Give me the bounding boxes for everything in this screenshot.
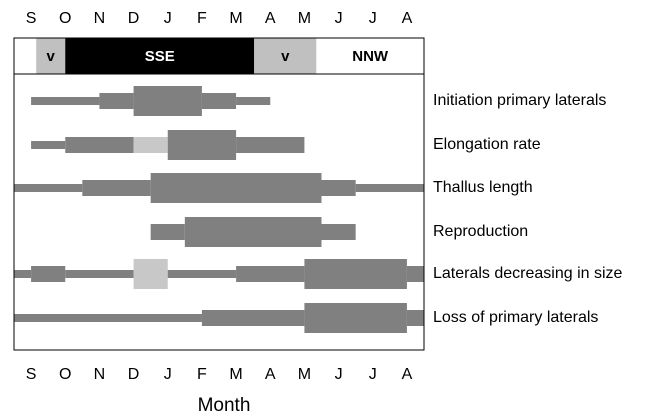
phase-segment xyxy=(31,266,66,282)
row-label: Reproduction xyxy=(433,223,528,240)
phase-segment xyxy=(99,93,134,109)
phase-segment xyxy=(65,137,134,153)
phase-segment xyxy=(355,184,424,192)
wind-segment xyxy=(65,38,255,74)
row-label: Laterals decreasing in size xyxy=(433,265,623,282)
month-label-bottom: N xyxy=(94,366,106,383)
wind-segment xyxy=(254,38,317,74)
month-label-bottom: S xyxy=(26,366,37,383)
month-label-top: M xyxy=(229,10,242,27)
month-label-bottom: J xyxy=(164,366,172,383)
phase-segment xyxy=(201,310,305,326)
phase-segment xyxy=(167,130,237,160)
month-label-top: F xyxy=(197,10,207,27)
row-label: Loss of primary laterals xyxy=(433,309,598,326)
phase-segment xyxy=(236,266,305,282)
month-label-top: M xyxy=(298,10,311,27)
month-label-bottom: J xyxy=(369,366,377,383)
phase-segment xyxy=(321,224,356,240)
phase-segment xyxy=(14,184,83,192)
phase-segment xyxy=(65,270,134,278)
phase-segment xyxy=(133,137,168,153)
phase-segment xyxy=(82,180,151,196)
wind-label: v xyxy=(281,48,290,65)
phase-segment xyxy=(133,259,168,289)
phase-segment xyxy=(150,173,322,203)
phase-segment xyxy=(31,141,66,149)
month-label-top: J xyxy=(335,10,343,27)
month-label-bottom: A xyxy=(402,366,413,383)
phase-segment xyxy=(167,270,237,278)
phase-segment xyxy=(184,217,322,247)
month-label-top: A xyxy=(402,10,413,27)
wind-segment xyxy=(316,38,424,74)
row-label: Elongation rate xyxy=(433,136,541,153)
phase-segment xyxy=(14,314,202,322)
month-label-top: A xyxy=(265,10,276,27)
phase-segment xyxy=(150,224,185,240)
phase-segment xyxy=(133,86,202,116)
x-axis-label: Month xyxy=(198,395,251,416)
row-label: Thallus length xyxy=(433,179,533,196)
plot-frame xyxy=(13,37,425,351)
month-label-top: J xyxy=(164,10,172,27)
month-label-top: O xyxy=(59,10,71,27)
wind-label: NNW xyxy=(352,48,389,65)
phase-segment xyxy=(321,180,356,196)
month-label-top: S xyxy=(26,10,37,27)
month-label-top: N xyxy=(94,10,106,27)
month-label-bottom: M xyxy=(298,366,311,383)
phase-segment xyxy=(201,93,237,109)
month-label-bottom: J xyxy=(335,366,343,383)
month-label-bottom: A xyxy=(265,366,276,383)
phase-segment xyxy=(236,97,271,105)
month-label-bottom: F xyxy=(197,366,207,383)
month-label-bottom: D xyxy=(128,366,140,383)
month-label-top: J xyxy=(369,10,377,27)
phase-segment xyxy=(304,259,407,289)
phase-segment xyxy=(14,270,32,278)
month-label-bottom: O xyxy=(59,366,71,383)
phase-segment xyxy=(31,97,100,105)
phase-segment xyxy=(406,266,424,282)
wind-segment xyxy=(14,38,37,74)
wind-label: SSE xyxy=(145,48,175,65)
phase-segment xyxy=(236,137,305,153)
phase-segment xyxy=(406,310,424,326)
phase-segment xyxy=(304,303,407,333)
row-label: Initiation primary laterals xyxy=(433,92,606,109)
month-label-bottom: M xyxy=(229,366,242,383)
wind-label: v xyxy=(47,48,56,65)
wind-segment xyxy=(36,38,66,74)
month-label-top: D xyxy=(128,10,140,27)
